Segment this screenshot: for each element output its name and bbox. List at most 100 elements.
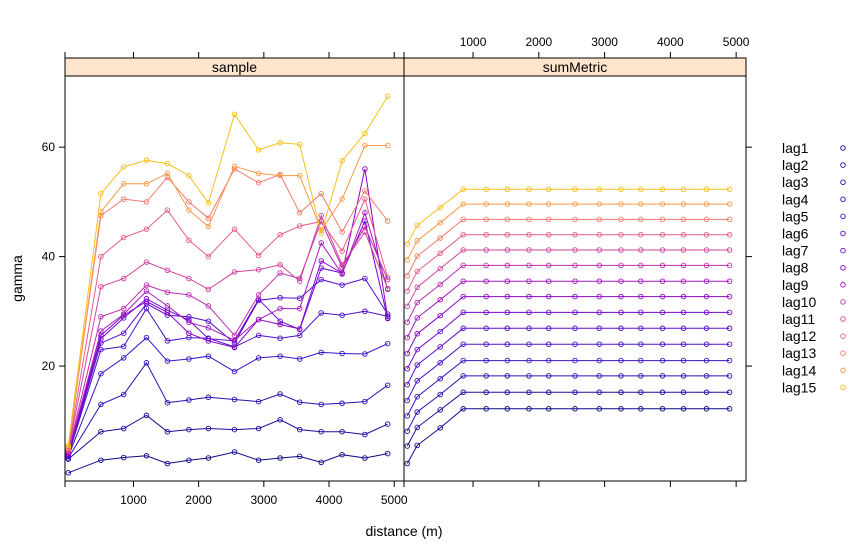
data-point-lag1 — [98, 457, 104, 463]
data-point-lag7 — [277, 318, 283, 324]
data-point-lag2 — [186, 426, 192, 433]
data-point-lag8 — [318, 258, 324, 264]
data-point-lag10 — [205, 303, 212, 309]
data-point-lag11 — [339, 262, 345, 268]
data-point-lag12 — [231, 226, 238, 232]
data-point-lag14 — [143, 181, 150, 187]
x-tick-label-top: 5000 — [723, 35, 750, 49]
data-point-lag12 — [362, 196, 368, 202]
data-point-lag10 — [526, 262, 532, 269]
strip-summetric-label: sumMetric — [543, 59, 608, 75]
data-point-lag7 — [483, 309, 489, 316]
data-point-lag3 — [186, 397, 192, 403]
data-point-lag4 — [296, 356, 303, 362]
series-line-lag15 — [406, 188, 730, 245]
data-point-lag8 — [504, 293, 511, 300]
data-point-lag4 — [680, 357, 687, 364]
series-line-lag2 — [67, 414, 388, 460]
data-point-lag11 — [703, 247, 710, 253]
legend-label: lag12 — [782, 328, 816, 344]
series-line-lag13 — [406, 218, 730, 277]
data-point-lag5 — [504, 341, 511, 347]
data-point-lag6 — [205, 318, 212, 324]
data-point-lag4 — [638, 357, 644, 364]
series-sample — [65, 93, 391, 476]
data-point-lag4 — [205, 353, 212, 359]
data-point-lag2 — [596, 389, 603, 396]
data-point-lag14 — [726, 201, 733, 207]
data-point-lag4 — [596, 357, 603, 364]
data-point-lag1 — [545, 406, 552, 412]
data-point-lag11 — [384, 285, 391, 292]
data-point-lag1 — [231, 449, 238, 455]
data-point-lag3 — [526, 373, 532, 379]
data-point-lag14 — [460, 201, 466, 207]
data-point-lag1 — [504, 406, 511, 412]
data-point-lag11 — [638, 247, 644, 253]
data-point-lag8 — [384, 315, 391, 321]
data-point-lag9 — [362, 210, 368, 216]
data-point-lag2 — [231, 426, 238, 433]
data-point-lag10 — [703, 262, 710, 269]
data-point-lag3 — [680, 373, 687, 379]
data-point-lag13 — [404, 273, 411, 279]
data-point-lag3 — [98, 401, 104, 408]
data-point-lag4 — [703, 357, 710, 364]
data-point-lag5 — [339, 312, 345, 318]
data-point-lag5 — [572, 341, 578, 347]
data-point-lag2 — [460, 389, 466, 396]
legend-marker — [840, 384, 846, 391]
data-point-lag13 — [659, 216, 666, 223]
data-point-lag12 — [404, 288, 411, 294]
legend-label: lag2 — [782, 157, 809, 173]
data-point-lag5 — [437, 360, 443, 366]
data-point-lag8 — [362, 166, 368, 172]
data-point-lag2 — [437, 407, 443, 413]
data-point-lag9 — [726, 278, 733, 284]
data-point-lag5 — [120, 343, 127, 350]
data-point-lag9 — [504, 278, 511, 284]
data-point-lag9 — [437, 297, 443, 303]
data-point-lag2 — [659, 389, 666, 396]
data-point-lag2 — [618, 389, 624, 396]
data-point-lag12 — [680, 231, 687, 238]
data-point-lag1 — [164, 460, 171, 467]
legend: lag1lag2lag3lag4lag5lag6lag7lag8lag9lag1… — [782, 140, 846, 395]
data-point-lag6 — [296, 295, 303, 301]
data-point-lag12 — [437, 250, 443, 257]
data-point-lag1 — [483, 406, 489, 412]
legend-label: lag13 — [782, 345, 816, 361]
data-point-lag12 — [460, 231, 466, 238]
legend-marker — [840, 213, 846, 220]
data-point-lag9 — [186, 319, 192, 326]
data-point-lag15 — [483, 186, 489, 193]
data-point-lag15 — [404, 241, 411, 247]
series-line-lag2 — [406, 391, 730, 447]
data-point-lag13 — [205, 215, 212, 222]
series-line-lag11 — [67, 214, 389, 451]
data-point-lag8 — [404, 350, 411, 357]
data-point-lag15 — [339, 158, 345, 164]
data-point-lag13 — [545, 216, 552, 223]
data-point-lag2 — [277, 416, 283, 423]
data-point-lag2 — [120, 425, 127, 432]
data-point-lag4 — [255, 355, 262, 361]
data-point-lag10 — [545, 262, 552, 269]
legend-label: lag10 — [782, 294, 816, 310]
data-point-lag13 — [296, 210, 303, 216]
data-point-lag10 — [231, 332, 238, 339]
data-point-lag7 — [460, 309, 466, 316]
data-point-lag10 — [143, 282, 150, 288]
data-point-lag6 — [120, 330, 127, 336]
series-line-lag5 — [406, 343, 730, 401]
data-point-lag10 — [98, 314, 104, 320]
data-point-lag14 — [572, 201, 578, 207]
x-tick-label-top: 4000 — [657, 35, 684, 49]
legend-marker — [840, 230, 846, 237]
data-point-lag14 — [120, 181, 127, 187]
data-point-lag6 — [526, 325, 532, 332]
data-point-lag15 — [680, 186, 687, 193]
data-point-lag3 — [339, 400, 345, 407]
data-point-lag5 — [296, 332, 303, 339]
data-point-lag1 — [703, 406, 710, 412]
